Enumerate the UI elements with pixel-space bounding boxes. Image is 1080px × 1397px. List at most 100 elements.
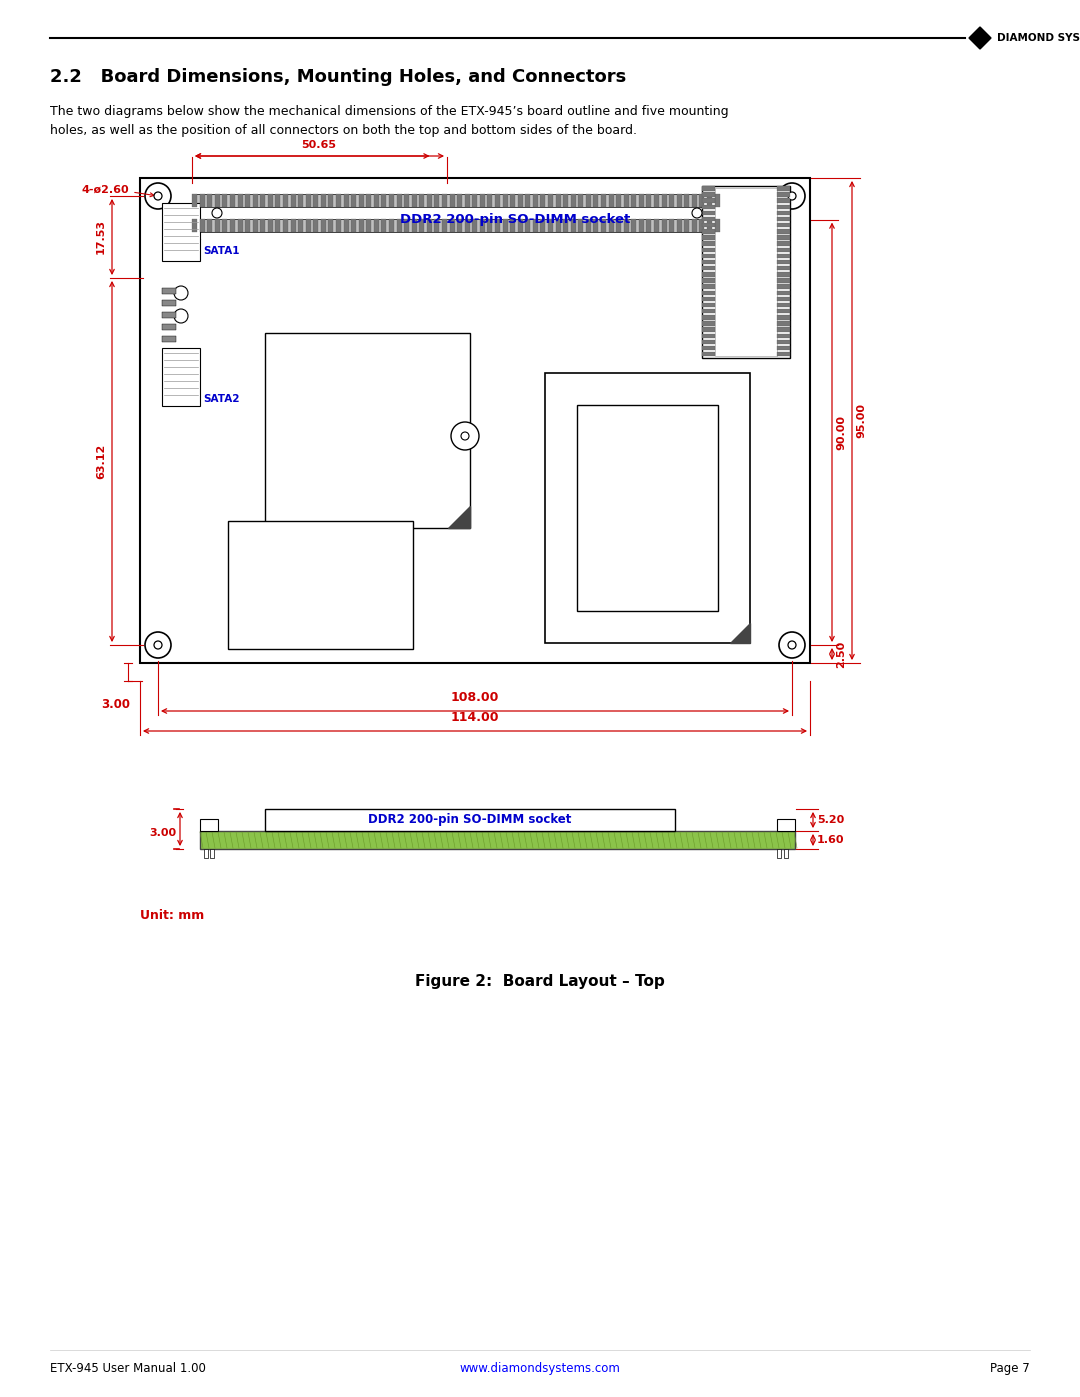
Bar <box>510 219 515 232</box>
Bar <box>434 194 440 207</box>
Bar <box>374 194 379 207</box>
Text: 5.20: 5.20 <box>816 814 845 826</box>
Bar <box>207 194 213 207</box>
Bar <box>238 194 243 207</box>
Bar <box>457 194 462 207</box>
Bar <box>336 219 341 232</box>
Bar <box>215 219 220 232</box>
Bar <box>495 194 500 207</box>
Bar <box>253 194 258 207</box>
Bar <box>442 194 447 207</box>
Bar <box>577 405 718 610</box>
Polygon shape <box>448 506 470 528</box>
Bar <box>624 194 629 207</box>
Bar <box>389 194 394 207</box>
Bar <box>192 219 198 232</box>
Bar <box>702 309 715 313</box>
Bar <box>374 219 379 232</box>
Bar <box>702 247 715 251</box>
Bar <box>702 229 715 233</box>
Bar <box>545 373 750 643</box>
Circle shape <box>145 183 171 210</box>
Bar <box>343 194 349 207</box>
Bar <box>777 316 789 320</box>
Bar <box>404 194 409 207</box>
Bar <box>777 309 789 313</box>
Bar <box>321 219 326 232</box>
Text: DIAMOND SYSTEMS: DIAMOND SYSTEMS <box>997 34 1080 43</box>
Bar <box>548 194 553 207</box>
Circle shape <box>154 191 162 200</box>
Bar <box>702 198 715 203</box>
Bar <box>702 278 715 282</box>
Bar <box>328 194 334 207</box>
Bar <box>570 194 576 207</box>
Bar <box>777 346 789 351</box>
Bar <box>457 219 462 232</box>
Bar <box>411 194 417 207</box>
Bar <box>366 194 372 207</box>
Text: 2.50: 2.50 <box>836 640 846 668</box>
Bar <box>366 219 372 232</box>
Bar <box>700 219 704 232</box>
Text: 108.00: 108.00 <box>450 692 499 704</box>
Bar <box>670 194 674 207</box>
Bar <box>586 219 591 232</box>
Bar <box>602 219 606 232</box>
Bar <box>692 219 697 232</box>
Bar <box>609 194 613 207</box>
Bar <box>777 321 789 326</box>
Bar <box>777 334 789 338</box>
Bar <box>702 260 715 264</box>
Text: 1.60: 1.60 <box>816 835 845 845</box>
Bar <box>480 219 485 232</box>
Circle shape <box>145 631 171 658</box>
Bar <box>617 194 621 207</box>
Bar <box>670 219 674 232</box>
Bar <box>639 219 644 232</box>
Bar <box>210 849 214 858</box>
Bar <box>162 203 200 261</box>
Bar <box>275 194 281 207</box>
Bar <box>532 194 538 207</box>
Bar <box>200 819 218 831</box>
Bar <box>579 194 583 207</box>
Bar <box>351 194 356 207</box>
Bar <box>702 211 715 215</box>
Bar <box>472 194 477 207</box>
Bar <box>222 194 228 207</box>
Bar <box>777 186 789 190</box>
Circle shape <box>461 432 469 440</box>
Bar <box>162 288 176 293</box>
Bar <box>715 219 719 232</box>
Bar <box>510 194 515 207</box>
Text: 114.00: 114.00 <box>450 711 499 724</box>
Bar <box>449 194 455 207</box>
Text: DDR2 200-pin SO-DIMM socket: DDR2 200-pin SO-DIMM socket <box>368 813 571 827</box>
Bar <box>707 219 712 232</box>
Bar <box>162 312 176 319</box>
Bar <box>702 254 715 258</box>
Bar <box>702 321 715 326</box>
Bar <box>617 219 621 232</box>
Bar <box>702 204 715 210</box>
Bar <box>517 194 523 207</box>
Bar <box>200 194 205 207</box>
Bar <box>702 346 715 351</box>
Bar <box>702 235 715 240</box>
Bar <box>502 219 508 232</box>
Bar <box>442 219 447 232</box>
Bar <box>702 217 715 221</box>
Bar <box>396 194 402 207</box>
Bar <box>495 219 500 232</box>
Bar <box>328 219 334 232</box>
Bar <box>702 265 715 271</box>
Bar <box>685 219 689 232</box>
Bar <box>238 219 243 232</box>
Bar <box>700 194 704 207</box>
Bar <box>777 247 789 251</box>
Bar <box>283 194 288 207</box>
Text: ETX-945 User Manual 1.00: ETX-945 User Manual 1.00 <box>50 1362 206 1375</box>
Polygon shape <box>969 27 991 49</box>
Bar <box>502 194 508 207</box>
